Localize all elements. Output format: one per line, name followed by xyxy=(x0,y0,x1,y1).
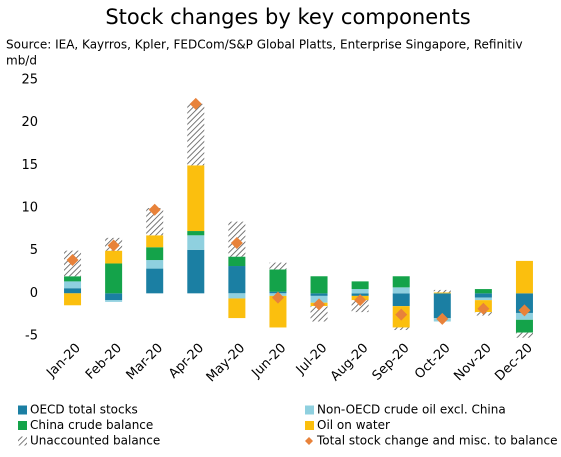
bar-segment xyxy=(392,293,410,307)
total-marker xyxy=(436,312,449,325)
bar-segment xyxy=(64,281,82,289)
bar-segment xyxy=(64,276,82,282)
x-tick-label: Nov-20 xyxy=(451,341,494,384)
bar-segment xyxy=(310,276,328,294)
bar-segment xyxy=(105,263,123,294)
x-tick-label: Oct-20 xyxy=(412,341,454,383)
y-tick-label: -5 xyxy=(25,329,38,344)
chart-subtitle: Source: IEA, Kayrros, Kpler, FEDCom/S&P … xyxy=(6,38,523,52)
bar-segment xyxy=(515,332,533,338)
legend-swatch xyxy=(18,405,27,415)
total-marker xyxy=(189,97,202,110)
total-marker xyxy=(518,304,531,317)
bar-segment xyxy=(64,293,82,306)
legend-label: Total stock change and misc. to balance xyxy=(316,434,557,448)
y-tick-label: 25 xyxy=(21,73,38,88)
legend-label: OECD total stocks xyxy=(30,403,138,417)
x-tick-label: Jul-20 xyxy=(293,341,330,378)
bar-segment xyxy=(105,293,123,301)
bar-segment xyxy=(146,208,164,236)
legend-label: China crude balance xyxy=(30,418,153,432)
bar-segment xyxy=(146,268,164,294)
total-marker xyxy=(271,291,284,304)
x-tick-label: Apr-20 xyxy=(166,341,207,382)
total-marker xyxy=(148,203,161,216)
legend-label: Unaccounted balance xyxy=(30,434,160,448)
legend-label: Oil on water xyxy=(317,418,390,432)
y-axis-label: mb/d xyxy=(6,54,37,68)
bar-segment xyxy=(474,297,492,301)
y-tick-label: 10 xyxy=(21,201,38,216)
bar-segment xyxy=(228,266,246,294)
y-tick-label: 0 xyxy=(30,286,38,301)
legend-swatch xyxy=(18,421,27,430)
x-tick-label: Feb-20 xyxy=(83,341,125,383)
bar-segment xyxy=(474,293,492,298)
total-marker xyxy=(313,298,326,311)
x-tick-label: Dec-20 xyxy=(492,341,535,384)
total-marker xyxy=(107,239,120,252)
legend-swatch xyxy=(305,405,314,415)
total-marker xyxy=(230,236,243,249)
x-tick-label: Aug-20 xyxy=(328,341,372,385)
bar-segment xyxy=(187,165,205,232)
bar-segment xyxy=(351,281,369,290)
bar-segment xyxy=(433,293,451,319)
bar-segment xyxy=(392,327,410,331)
bar-segment xyxy=(310,293,328,296)
bar-segment xyxy=(64,288,82,294)
bar-segment xyxy=(515,293,533,313)
bar-segment xyxy=(146,235,164,248)
x-tick-label: Sep-20 xyxy=(370,341,413,384)
bar-segment xyxy=(105,250,123,264)
x-tick-label: Mar-20 xyxy=(124,341,166,383)
total-marker xyxy=(395,308,408,321)
total-marker xyxy=(66,254,79,267)
bar-segment xyxy=(515,319,533,333)
bar-segment xyxy=(105,300,123,302)
bar-segment xyxy=(146,260,164,269)
bar-segment xyxy=(187,235,205,250)
total-marker xyxy=(477,302,490,315)
bar-segment xyxy=(515,260,533,294)
bar-segment xyxy=(228,293,246,299)
y-tick-label: 15 xyxy=(21,158,38,173)
x-tick-label: Jun-20 xyxy=(249,341,290,382)
legend-label: Non-OECD crude oil excl. China xyxy=(317,403,506,417)
bar-segment xyxy=(187,249,205,294)
y-tick-label: 20 xyxy=(21,115,38,130)
x-tick-label: Jan-20 xyxy=(43,341,84,382)
bar-segment xyxy=(228,298,246,319)
bar-segment xyxy=(310,306,328,322)
bar-segment xyxy=(392,276,410,288)
chart-title: Stock changes by key components xyxy=(105,5,470,29)
legend-swatch xyxy=(305,437,313,445)
legend-swatch xyxy=(305,421,314,430)
bar-segment xyxy=(228,256,246,267)
bar-segment xyxy=(187,231,205,236)
legend-swatch xyxy=(18,436,27,446)
bar-segment xyxy=(187,103,205,166)
bar-segment xyxy=(146,247,164,261)
y-tick-label: 5 xyxy=(30,243,38,258)
bar-segment xyxy=(474,289,492,294)
bar-segment xyxy=(269,295,287,328)
x-tick-label: May-20 xyxy=(204,341,248,385)
bar-segment xyxy=(269,269,287,292)
bar-segment xyxy=(433,289,451,293)
total-marker xyxy=(354,294,367,307)
bar-segment xyxy=(269,262,287,270)
bar-segment xyxy=(351,289,369,294)
bar-segment xyxy=(392,287,410,294)
bar-segment xyxy=(433,292,451,294)
